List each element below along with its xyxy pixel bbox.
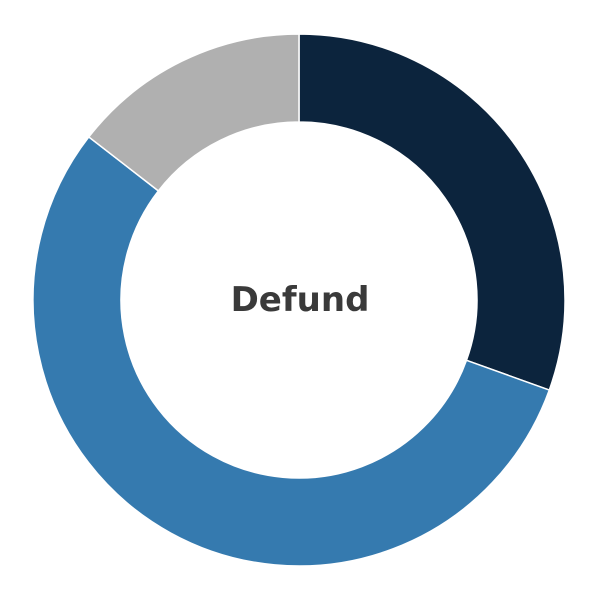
donut-slice-1: [298, 33, 566, 392]
donut-slice-3: [87, 33, 300, 192]
donut-slice-2: [32, 135, 551, 567]
donut-center-label: Defund: [230, 280, 370, 320]
